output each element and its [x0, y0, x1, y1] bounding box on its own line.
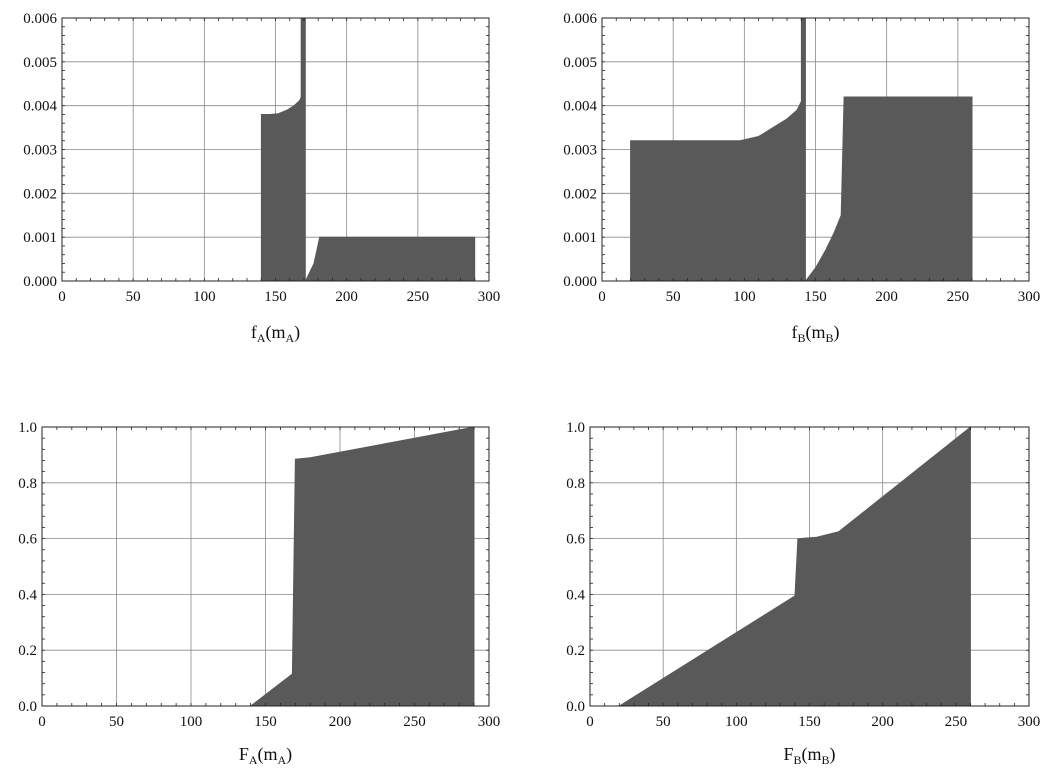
- y-tick-label: 0.4: [18, 587, 37, 603]
- y-tick-label: 0.005: [563, 55, 597, 71]
- x-axis-label-part: (m: [266, 322, 286, 343]
- y-tick-label: 0.006: [23, 11, 57, 27]
- y-tick-label: 0.003: [563, 143, 597, 159]
- x-axis-label-part: (m: [258, 744, 278, 765]
- x-tick-label: 300: [478, 289, 501, 305]
- x-tick-label: 250: [947, 289, 970, 305]
- y-tick-label: 0.002: [23, 186, 57, 202]
- x-tick-label: 250: [945, 714, 968, 730]
- x-tick-label: 100: [725, 714, 748, 730]
- x-axis-label-subscript: B: [797, 331, 805, 345]
- x-tick-label: 50: [126, 289, 141, 305]
- y-tick-label: 0.000: [23, 274, 57, 290]
- x-axis-label-part: f: [251, 322, 257, 342]
- y-tick-label: 0.8: [566, 476, 585, 492]
- y-tick-label: 0.004: [563, 99, 597, 115]
- x-tick-label: 250: [403, 714, 426, 730]
- x-tick-label: 100: [193, 289, 216, 305]
- x-tick-label: 0: [598, 289, 606, 305]
- x-tick-label: 200: [335, 289, 358, 305]
- x-tick-label: 150: [254, 714, 277, 730]
- x-axis-label-part: F: [239, 744, 249, 764]
- x-axis-label-subscript: B: [822, 753, 830, 767]
- panel-4: 0 50 100 150 200 250 3000.00.20.40.60.81.0FB(m…: [566, 420, 1040, 767]
- y-tick-label: 0.2: [18, 643, 37, 659]
- y-tick-label: 0.000: [563, 274, 597, 290]
- y-tick-label: 0.006: [563, 11, 597, 27]
- x-axis-label-part: (m: [802, 744, 822, 765]
- x-axis-label-subscript: A: [249, 753, 258, 767]
- x-tick-label: 0: [58, 289, 66, 305]
- x-tick-label: 150: [804, 289, 827, 305]
- y-tick-label: 0.005: [23, 55, 57, 71]
- y-tick-label: 0.4: [566, 587, 585, 603]
- x-tick-label: 150: [264, 289, 287, 305]
- x-tick-label: 100: [733, 289, 756, 305]
- x-axis-label-subscript: B: [826, 331, 834, 345]
- x-tick-label: 200: [329, 714, 352, 730]
- x-axis-label-part: F: [783, 744, 793, 764]
- x-axis-label-part: ): [286, 744, 292, 765]
- y-tick-label: 0.004: [23, 99, 57, 115]
- x-tick-label: 100: [180, 714, 203, 730]
- y-tick-label: 0.003: [23, 143, 57, 159]
- x-axis-label-subscript: B: [793, 753, 801, 767]
- panel-1: 0 50 100 150 200 250 300 0.000 0.001 0.002 0.003 0.…: [23, 11, 500, 345]
- x-axis-label-subscript: A: [278, 753, 287, 767]
- y-tick-label: 0.2: [566, 643, 585, 659]
- y-tick-label: 0.0: [566, 699, 585, 715]
- filled-area-1: [249, 426, 475, 707]
- y-tick-label: 0.001: [563, 230, 597, 246]
- x-axis-label: fB(mB): [791, 322, 839, 345]
- y-tick-label: 0.6: [18, 532, 37, 548]
- filled-area-1: [617, 426, 971, 707]
- x-tick-label: 200: [871, 714, 894, 730]
- y-tick-label: 1.0: [566, 420, 585, 436]
- y-tick-label: 0.001: [23, 230, 57, 246]
- x-axis-label-part: (m: [806, 322, 826, 343]
- y-tick-label: 0.6: [566, 532, 585, 548]
- x-tick-label: 150: [798, 714, 821, 730]
- y-tick-label: 0.0: [18, 699, 37, 715]
- x-axis-label-subscript: A: [286, 331, 295, 345]
- x-axis-label-part: ): [294, 322, 300, 343]
- x-axis-label: FB(mB): [783, 744, 835, 767]
- x-axis-label-part: ): [830, 744, 836, 765]
- x-tick-label: 0: [586, 714, 594, 730]
- x-tick-label: 0: [38, 714, 46, 730]
- panel-2: 0 50 100 150 200 250 300 0.000 0.001 0.002 0.003 0.…: [563, 11, 1040, 345]
- x-tick-label: 50: [109, 714, 124, 730]
- x-axis-label: fA(mA): [251, 322, 300, 345]
- filled-area-2: [304, 236, 476, 282]
- filled-area-1: [630, 17, 806, 282]
- x-tick-label: 300: [478, 714, 501, 730]
- panel-3: 0 50 100 150 200 250 3000.00.20.40.60.81.0FA(m…: [18, 420, 500, 767]
- x-tick-label: 50: [666, 289, 681, 305]
- x-tick-label: 300: [1018, 714, 1041, 730]
- y-tick-label: 0.8: [18, 476, 37, 492]
- filled-area-1: [260, 17, 306, 282]
- x-axis-label-part: ): [834, 322, 840, 343]
- x-tick-label: 300: [1018, 289, 1041, 305]
- y-tick-label: 1.0: [18, 420, 37, 436]
- x-tick-label: 200: [875, 289, 898, 305]
- x-axis-label-subscript: A: [257, 331, 266, 345]
- y-tick-label: 0.002: [563, 186, 597, 202]
- x-axis-label-part: f: [791, 322, 797, 342]
- x-axis-label: FA(mA): [239, 744, 292, 767]
- x-tick-label: 50: [656, 714, 671, 730]
- x-tick-label: 250: [407, 289, 430, 305]
- filled-area-2: [804, 96, 973, 282]
